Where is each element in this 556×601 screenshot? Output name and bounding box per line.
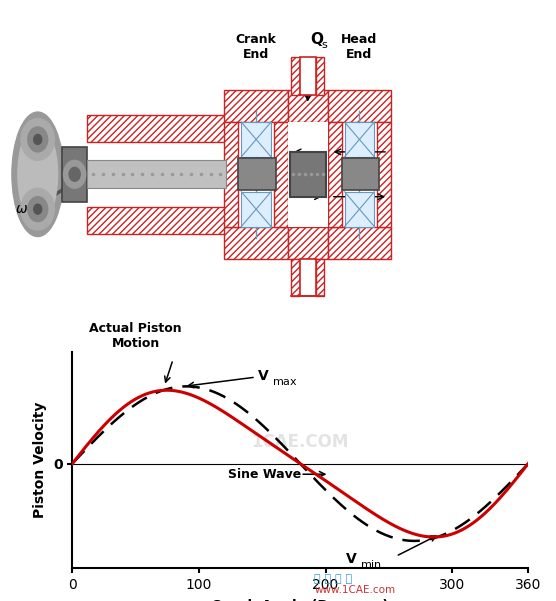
Bar	[327, 122, 341, 227]
Bar	[291, 57, 300, 94]
Circle shape	[69, 167, 80, 182]
Circle shape	[21, 118, 54, 160]
Y-axis label: Piston Velocity: Piston Velocity	[33, 401, 47, 518]
Circle shape	[34, 135, 42, 144]
Bar	[291, 259, 300, 296]
Bar	[241, 192, 271, 227]
Bar	[316, 259, 325, 296]
Bar	[288, 90, 327, 122]
Bar	[327, 90, 391, 122]
Bar	[87, 115, 226, 142]
Bar	[288, 122, 327, 227]
Circle shape	[21, 188, 54, 230]
Text: Head
End: Head End	[341, 33, 378, 61]
Bar	[378, 122, 391, 227]
Text: $\mathbf{V}$: $\mathbf{V}$	[345, 552, 358, 566]
Circle shape	[28, 127, 48, 152]
Bar	[62, 147, 87, 202]
Text: 1CAE.COM: 1CAE.COM	[251, 433, 349, 451]
Circle shape	[34, 204, 42, 214]
X-axis label: Crank Angle (Degrees): Crank Angle (Degrees)	[211, 599, 389, 601]
Ellipse shape	[12, 112, 63, 237]
Text: $\omega$: $\omega$	[16, 202, 28, 216]
Circle shape	[63, 160, 86, 188]
Bar	[87, 160, 226, 188]
Text: Actual Piston
Motion: Actual Piston Motion	[90, 322, 182, 350]
Text: Crank
End: Crank End	[236, 33, 276, 61]
Bar	[288, 227, 327, 259]
Bar	[345, 192, 374, 227]
Bar	[239, 158, 276, 191]
Text: $\mathbf{V}$: $\mathbf{V}$	[257, 369, 270, 383]
Bar	[341, 158, 379, 191]
Bar	[345, 122, 374, 157]
Text: s: s	[322, 40, 327, 50]
Bar	[327, 227, 391, 259]
Text: Q: Q	[310, 32, 323, 47]
Bar	[87, 207, 226, 234]
Bar	[290, 152, 326, 197]
Text: Sine Wave: Sine Wave	[228, 468, 301, 481]
Text: 仿 真 在 线: 仿 真 在 线	[314, 574, 353, 584]
Bar	[225, 90, 288, 122]
Bar	[225, 122, 239, 227]
Bar	[274, 122, 288, 227]
Bar	[225, 227, 288, 259]
Circle shape	[28, 197, 48, 222]
Text: $\mathrm{min}$: $\mathrm{min}$	[360, 558, 383, 570]
Ellipse shape	[18, 124, 58, 224]
Bar	[300, 57, 316, 94]
Bar	[316, 57, 325, 94]
Bar	[241, 122, 271, 157]
Bar	[300, 259, 316, 296]
Text: $\mathrm{max}$: $\mathrm{max}$	[272, 377, 298, 386]
Text: www.1CAE.com: www.1CAE.com	[314, 585, 395, 595]
